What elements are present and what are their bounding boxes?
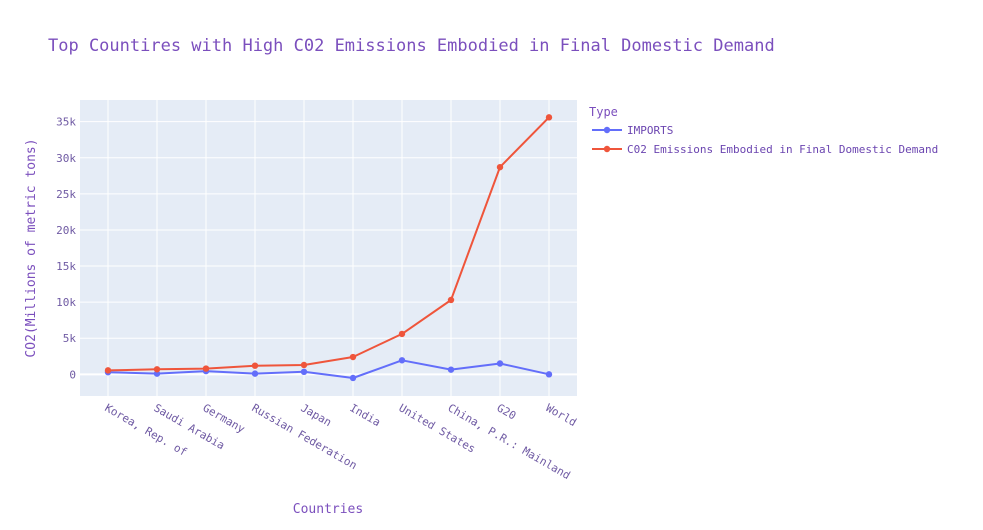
data-point[interactable] [496,360,504,367]
series-line-0 [107,359,550,379]
data-point[interactable] [398,357,406,364]
data-point[interactable] [153,366,161,373]
legend-label: IMPORTS [627,124,673,137]
y-tick-label: 20k [56,224,76,237]
y-axis-title: CO2(Millions of metric tons) [24,138,39,357]
data-point[interactable] [251,362,259,369]
data-point[interactable] [349,374,357,382]
legend-label: C02 Emissions Embodied in Final Domestic… [627,143,938,156]
data-point[interactable] [496,163,504,171]
y-tick-label: 5k [63,332,77,345]
legend: Type IMPORTS C02 Emissions Embodied in Fi… [589,105,938,156]
data-point[interactable] [300,368,308,376]
data-point[interactable] [545,114,553,121]
data-point[interactable] [300,361,308,369]
y-tick-label: 15k [56,260,76,273]
data-point[interactable] [545,371,553,378]
plot-area [80,100,577,396]
data-point[interactable] [398,330,406,338]
data-point[interactable] [251,370,259,377]
y-tick-label: 30k [56,152,76,165]
y-tick-label: 25k [56,188,76,201]
chart-title: Top Countires with High C02 Emissions Em… [48,36,775,56]
data-point[interactable] [447,296,455,304]
legend-title: Type [589,105,618,119]
data-point[interactable] [447,366,455,373]
legend-item-0[interactable]: IMPORTS [592,124,673,137]
x-tick-label: G20 [495,401,519,422]
legend-item-1[interactable]: C02 Emissions Embodied in Final Domestic… [592,143,938,156]
x-tick-label: Korea, Rep. of [103,401,190,459]
y-tick-label: 35k [56,116,76,129]
x-tick-label: World [544,401,579,429]
grid-lines [80,100,577,396]
data-point[interactable] [104,367,112,374]
series-lines [104,114,553,382]
x-axis-title: Countries [293,502,363,517]
legend-marker [603,145,611,153]
y-tick-label: 0 [69,368,76,381]
data-point[interactable] [349,353,357,361]
y-tick-label: 10k [56,296,76,309]
x-tick-label: Japan [299,401,334,429]
y-axis-ticks: 0 5k 10k 15k 20k 25k 30k 35k [56,116,76,382]
series-line-1 [107,116,550,372]
x-tick-label: India [348,401,383,429]
data-point[interactable] [202,365,210,372]
legend-marker [603,126,611,134]
